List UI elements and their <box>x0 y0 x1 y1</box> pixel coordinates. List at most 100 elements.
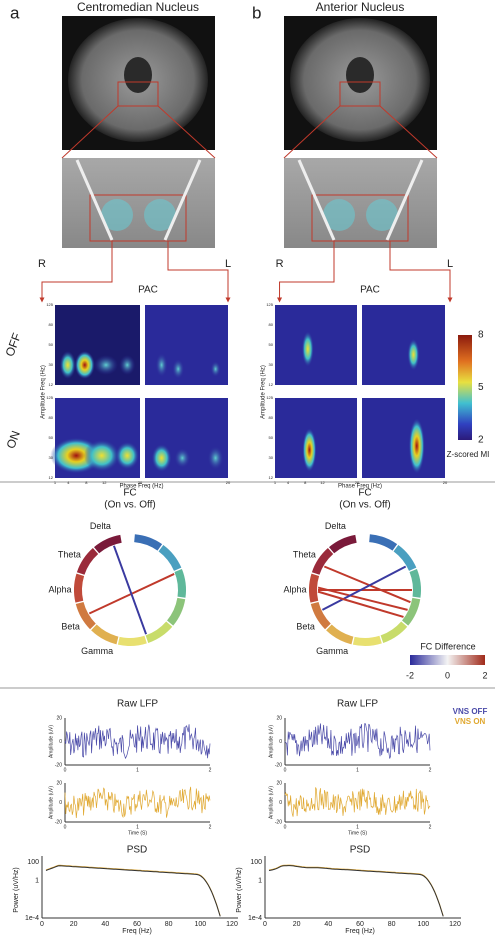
pac-blob <box>302 428 317 472</box>
pac-y-tick: 30 <box>269 455 274 460</box>
fc-band-label: Theta <box>58 549 81 559</box>
psd-x-tick: 40 <box>101 921 109 928</box>
fc-link <box>112 545 148 635</box>
colorbar-tick: 8 <box>478 330 484 341</box>
pac-y-tick: 30 <box>269 362 274 367</box>
lfp-x-label: Time (S) <box>348 830 367 836</box>
psd-y-tick: 1e-4 <box>248 915 262 922</box>
fc-ring-segment <box>369 534 398 551</box>
pac-blob <box>94 355 118 375</box>
pac-y-tick: 50 <box>49 435 54 440</box>
fc-ring-segment <box>329 534 357 554</box>
lfp-title: Raw LFP <box>337 699 378 710</box>
nucleus <box>144 199 176 231</box>
fc-ring-segment <box>91 624 119 645</box>
lfp-y-tick: 20 <box>56 715 62 721</box>
panel-title: Anterior Nucleus <box>316 0 405 14</box>
fc-band-label: Beta <box>61 621 80 631</box>
electrode <box>75 159 114 241</box>
fc-legend-tick: 0 <box>445 670 450 680</box>
pac-blob <box>115 441 140 470</box>
psd-x-tick: 80 <box>388 921 396 928</box>
lfp-trace <box>64 724 211 760</box>
lfp-y-tick: -20 <box>275 819 282 825</box>
lfp-x-tick: 2 <box>209 767 212 773</box>
lfp-legend: VNS OFF <box>453 707 488 716</box>
panel-letter: b <box>252 3 261 22</box>
psd-y-tick: 1 <box>35 878 39 885</box>
route <box>389 241 453 303</box>
fc-ring-segment <box>75 601 96 630</box>
lfp-y-tick: 0 <box>279 800 282 806</box>
pac-heatmap <box>362 398 445 478</box>
fc-ring-segment <box>134 534 163 551</box>
lfp-y-tick: 20 <box>276 780 282 786</box>
fc-link <box>317 586 408 611</box>
fc-ring-segment <box>174 569 186 598</box>
colorbar-label: Z-scored MI <box>447 450 490 459</box>
pac-blob <box>408 418 425 474</box>
psd-x-tick: 80 <box>165 921 173 928</box>
fc-legend-title: FC Difference <box>420 641 475 651</box>
pac-heatmap <box>275 398 357 478</box>
route <box>167 241 231 303</box>
roi-box <box>117 81 159 107</box>
fc-band-label: Delta <box>325 521 346 531</box>
pac-x-label: Phase Freq (Hz) <box>338 484 382 490</box>
pac-y-tick: 50 <box>269 342 274 347</box>
psd-y-label: Power (uV/Hz) <box>13 867 20 913</box>
pac-y-tick: 30 <box>49 455 54 460</box>
hemisphere-label: L <box>225 258 231 270</box>
lfp-y-label: Amplitude (uV) <box>268 786 274 819</box>
pac-row-label: OFF <box>3 331 24 358</box>
psd-x-tick: 100 <box>417 921 429 928</box>
electrode <box>385 159 424 241</box>
pac-x-tick: 20 <box>355 480 360 485</box>
lfp-y-label: Amplitude (uV) <box>48 786 54 819</box>
lfp-y-tick: -20 <box>55 762 62 768</box>
psd-x-label: Freq (Hz) <box>345 928 375 935</box>
colorbar-tick: 2 <box>478 435 484 446</box>
psd-title: PSD <box>127 845 148 856</box>
pac-heatmap <box>275 305 357 385</box>
pac-x-tick: 20 <box>443 480 448 485</box>
pac-title: PAC <box>360 285 380 296</box>
psd-curve <box>45 865 221 917</box>
pac-x-tick: 4 <box>67 480 70 485</box>
roi-box-zoom <box>89 194 187 242</box>
pac-y-tick: 125 <box>266 302 273 307</box>
pac-x-tick: 20 <box>226 480 231 485</box>
pac-x-tick: 4 <box>287 480 290 485</box>
lfp-x-label: Time (S) <box>128 830 147 836</box>
pac-x-tick: 1 <box>274 480 277 485</box>
lfp-y-tick: 0 <box>279 739 282 745</box>
nucleus <box>323 199 355 231</box>
psd-y-tick: 1e-4 <box>25 915 39 922</box>
zoom-link <box>379 105 438 159</box>
electrode <box>163 159 202 241</box>
roi-box-zoom <box>311 194 409 242</box>
lfp-x-tick: 0 <box>64 767 67 773</box>
lfp-y-tick: 20 <box>276 715 282 721</box>
psd-curve <box>45 864 221 917</box>
fc-ring-segment <box>74 573 85 603</box>
pac-y-tick: 125 <box>266 395 273 400</box>
pac-blob <box>301 331 314 367</box>
psd-x-tick: 100 <box>194 921 206 928</box>
fc-ring-segment <box>94 534 122 554</box>
fc-legend-tick: 2 <box>482 670 487 680</box>
pac-y-label: Amplitude Freq (Hz) <box>261 365 267 419</box>
pac-y-tick: 80 <box>269 322 274 327</box>
hemisphere-label: R <box>276 258 284 270</box>
fc-band-label: Gamma <box>316 646 348 656</box>
psd-x-label: Freq (Hz) <box>122 928 152 935</box>
fc-colorbar <box>410 655 485 665</box>
fc-ring-segment <box>352 635 382 646</box>
colorbar-tick: 5 <box>478 382 484 393</box>
fc-band-label: Gamma <box>81 646 113 656</box>
lfp-trace <box>284 723 431 759</box>
fc-link <box>321 565 407 611</box>
pac-y-tick: 125 <box>46 302 53 307</box>
